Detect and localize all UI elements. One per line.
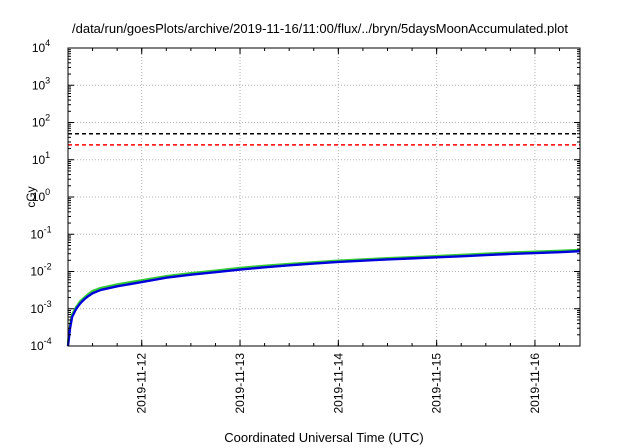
y-tick-exponent: -1 — [44, 224, 52, 234]
y-tick-label: 104 — [32, 38, 50, 55]
y-tick-base: 10 — [30, 265, 44, 279]
y-tick-exponent: 1 — [45, 150, 50, 160]
reference-lines — [68, 132, 580, 146]
series-line — [66, 248, 581, 344]
y-tick-base: 10 — [32, 190, 46, 204]
y-tick-base: 10 — [32, 78, 46, 92]
y-tick-label: 101 — [32, 150, 50, 167]
y-tick-label: 10-3 — [30, 299, 51, 316]
chart-title: /data/run/goesPlots/archive/2019-11-16/1… — [72, 21, 568, 36]
data-series — [66, 248, 581, 347]
y-tick-base: 10 — [32, 41, 46, 55]
x-tick-label: 2019-11-14 — [331, 353, 345, 414]
y-tick-exponent: -3 — [44, 299, 52, 309]
y-tick-label: 10-4 — [30, 336, 51, 353]
x-tick-label: 2019-11-15 — [430, 353, 444, 414]
y-tick-exponent: 2 — [45, 113, 50, 123]
y-tick-base: 10 — [30, 227, 44, 241]
y-tick-exponent: 0 — [45, 187, 50, 197]
y-tick-exponent: 4 — [45, 38, 50, 48]
x-tick-label: 2019-11-16 — [528, 353, 542, 414]
y-tick-exponent: -4 — [44, 336, 52, 346]
y-tick-label: 103 — [32, 75, 50, 92]
y-tick-label: 10-2 — [30, 262, 51, 279]
x-tick-label: 2019-11-13 — [233, 353, 247, 414]
x-axis-label: Coordinated Universal Time (UTC) — [224, 430, 423, 445]
y-tick-label: 102 — [32, 113, 50, 130]
y-tick-base: 10 — [30, 302, 44, 316]
y-tick-base: 10 — [32, 116, 46, 130]
y-tick-base: 10 — [30, 339, 44, 353]
y-tick-label: 100 — [32, 187, 50, 204]
x-tick-label: 2019-11-12 — [135, 353, 149, 414]
series-line — [66, 250, 581, 347]
x-axis-ticks: 2019-11-12 2019-11-13 2019-11-14 2019-11-15… — [67, 48, 561, 414]
y-tick-exponent: 3 — [45, 75, 50, 85]
y-tick-base: 10 — [32, 153, 46, 167]
grid — [68, 48, 580, 346]
y-tick-label: 10-1 — [30, 224, 51, 241]
y-axis-label: cGy — [24, 186, 38, 207]
y-tick-exponent: -2 — [44, 262, 52, 272]
